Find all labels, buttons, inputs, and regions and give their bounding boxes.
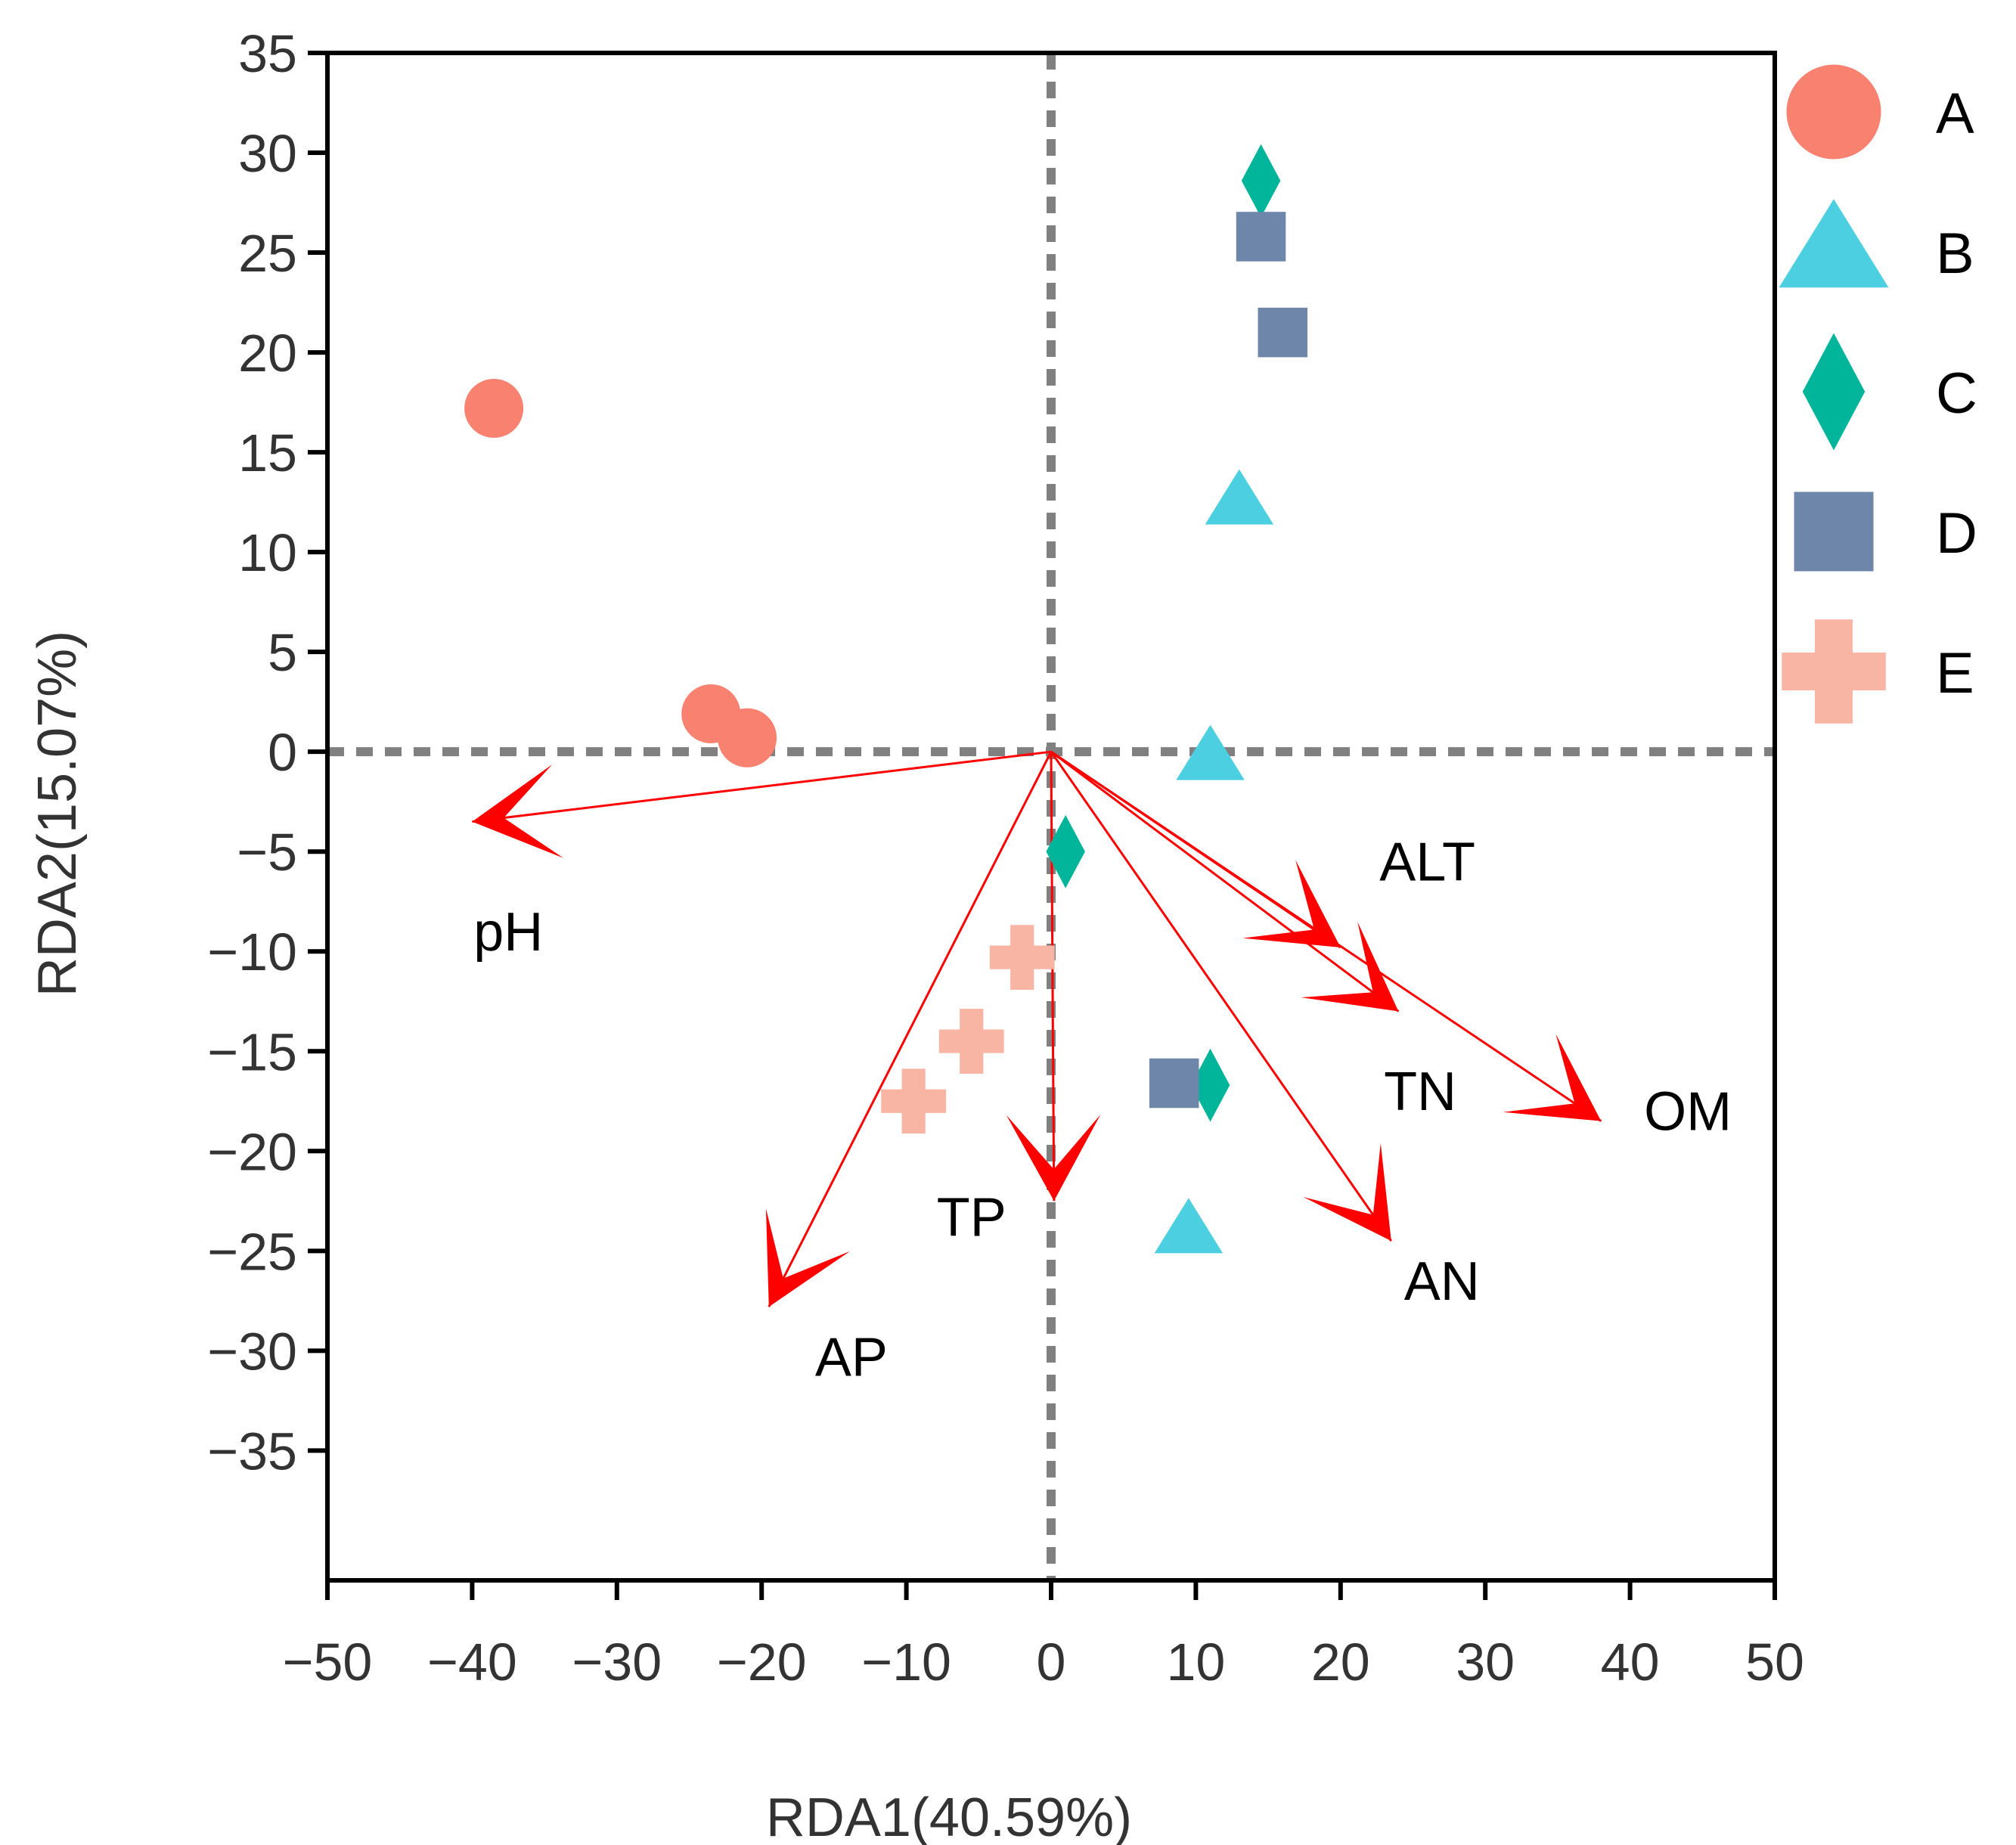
x-tick-label: 40 [1601,1633,1660,1692]
x-tick-label: −30 [572,1633,662,1692]
legend-item-c: C [1802,333,1977,451]
vector-labels: pH ALT TN OM AN TP AP [473,832,1732,1388]
y-axis-title: RDA2(15.07%) [27,631,88,997]
axis-tick-labels: −50 −40 −30 −20 −10 0 10 20 30 40 5035302520151050… [207,24,1804,1692]
vector-ph [472,750,1052,858]
y-tick-label: 15 [238,423,297,482]
y-tick-label: 5 [268,623,297,682]
vector-label-om: OM [1644,1081,1732,1142]
legend-marker-b [1779,199,1889,288]
legend-marker-a [1786,64,1881,160]
y-tick-label: 25 [238,224,297,283]
legend-item-d: D [1794,491,1977,572]
y-tick-label: −15 [207,1022,297,1081]
legend-item-e: E [1782,619,1974,724]
vector-label-tn: TN [1384,1062,1456,1122]
x-axis-title: RDA1(40.59%) [766,1788,1132,1845]
legend-label: D [1936,501,1977,566]
legend-marker-c [1802,333,1866,451]
axis-ticks [308,51,1777,1600]
legend-marker-d [1794,491,1874,572]
point-e [938,1009,1004,1074]
y-tick-label: −5 [237,823,297,882]
vector-label-ph: pH [473,902,543,963]
point-d [1258,307,1307,358]
vector-tp [1006,752,1101,1202]
y-tick-label: −10 [207,922,297,981]
point-a [718,708,777,767]
arrowhead [1006,1114,1101,1202]
arrowhead [1242,860,1341,947]
point-d [1149,1058,1199,1109]
y-tick-label: 20 [238,324,297,383]
point-e [989,925,1055,991]
legend-label: E [1936,641,1974,705]
vector-label-tp: TP [937,1187,1006,1248]
point-b [1176,724,1245,780]
point-c [1046,814,1085,888]
legend-label: B [1936,222,1974,286]
legend-item-b: B [1779,199,1974,288]
vector-tn [1050,750,1400,1012]
point-c [1241,144,1281,218]
arrowhead [472,764,564,858]
y-tick-label: 35 [238,24,297,83]
y-tick-label: −20 [207,1122,297,1181]
legend-label: C [1936,361,1977,426]
arrowhead [765,1208,851,1307]
legend-item-a: A [1786,64,1974,160]
environmental-vectors [472,750,1602,1307]
y-tick-label: 30 [238,124,297,183]
x-tick-label: −20 [717,1633,807,1692]
vector-label-ap: AP [815,1327,888,1388]
point-d [1236,212,1286,262]
x-tick-label: −40 [427,1633,517,1692]
x-tick-label: 30 [1456,1633,1515,1692]
point-e [881,1068,947,1134]
vector-label-an: AN [1404,1251,1480,1312]
sample-points [464,144,1307,1254]
point-b [1154,1198,1224,1254]
y-tick-label: −35 [207,1422,297,1481]
x-tick-label: −10 [861,1633,951,1692]
arrowhead [1303,1143,1391,1242]
vector-an [1050,751,1393,1242]
x-tick-label: 0 [1037,1633,1066,1692]
vector-om [1050,750,1602,1122]
y-tick-label: 0 [268,723,297,782]
point-b [1205,469,1274,525]
legend-marker-e [1782,619,1886,724]
point-c [1190,1048,1230,1122]
arrowhead [1503,1034,1602,1121]
vector-ap [765,751,1053,1307]
legend: A B C D E [1779,64,1977,724]
arrowhead [1301,922,1399,1012]
y-tick-label: −25 [207,1222,297,1281]
x-tick-label: 10 [1166,1633,1225,1692]
legend-label: A [1936,82,1974,146]
y-tick-label: −30 [207,1322,297,1381]
point-a [464,379,524,439]
x-tick-label: 20 [1311,1633,1370,1692]
y-tick-label: 10 [238,523,297,582]
x-tick-label: 50 [1745,1633,1804,1692]
x-tick-label: −50 [283,1633,373,1692]
vector-label-alt: ALT [1379,832,1475,892]
